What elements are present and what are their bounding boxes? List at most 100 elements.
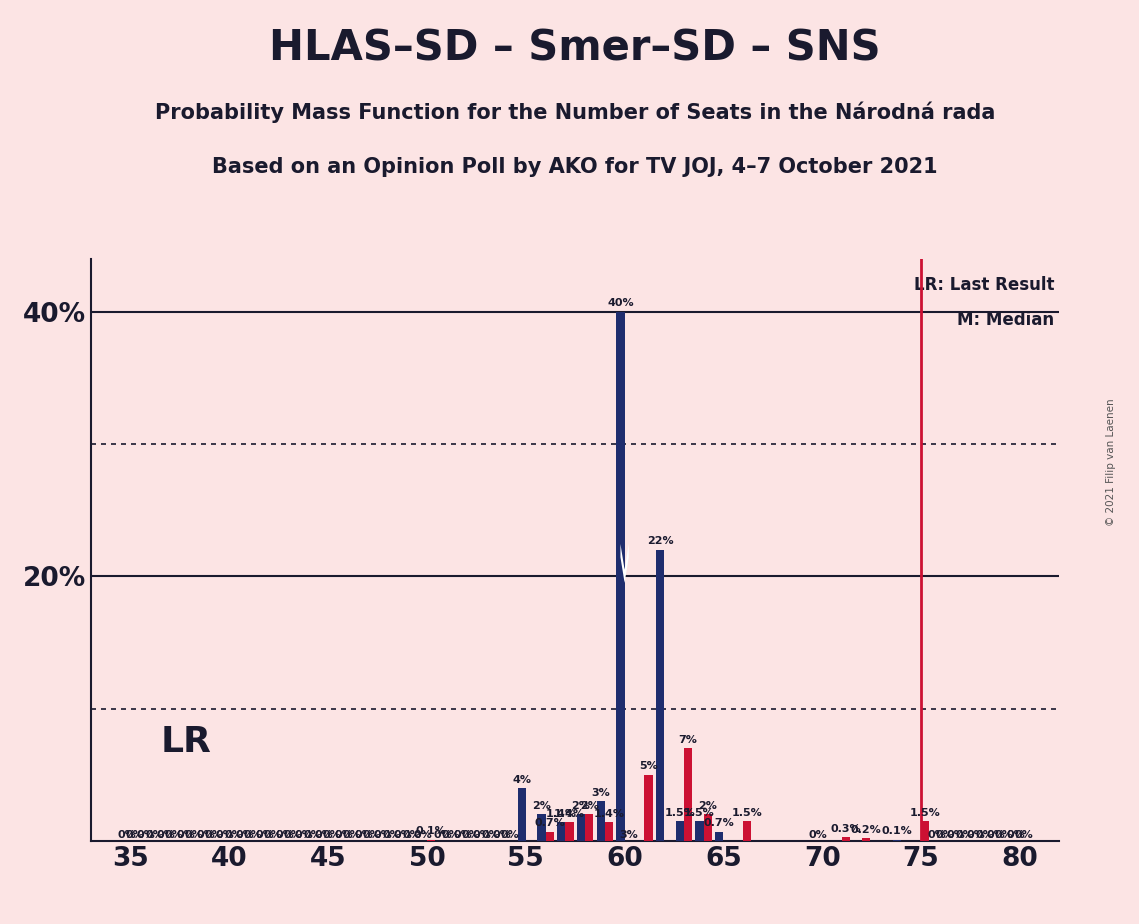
Bar <box>675 821 683 841</box>
Text: 0%: 0% <box>343 830 361 840</box>
Text: 0%: 0% <box>956 830 974 840</box>
Text: Probability Mass Function for the Number of Seats in the Národná rada: Probability Mass Function for the Number… <box>155 102 995 123</box>
Text: 0%: 0% <box>394 830 412 840</box>
Polygon shape <box>621 544 629 583</box>
Bar <box>538 814 546 841</box>
Text: 0%: 0% <box>994 830 1014 840</box>
Text: 0%: 0% <box>165 830 183 840</box>
Text: 40%: 40% <box>607 298 633 309</box>
Text: 0%: 0% <box>927 830 947 840</box>
Bar <box>842 837 850 841</box>
Text: 0%: 0% <box>433 830 452 840</box>
Text: 7%: 7% <box>679 735 697 745</box>
Bar <box>921 821 929 841</box>
Text: 0%: 0% <box>295 830 313 840</box>
Bar <box>683 748 693 841</box>
Text: 0%: 0% <box>125 830 145 840</box>
Text: 0%: 0% <box>157 830 175 840</box>
Text: 1.4%: 1.4% <box>554 809 585 819</box>
Text: 0%: 0% <box>501 830 519 840</box>
Text: 0%: 0% <box>303 830 322 840</box>
Text: 0.1%: 0.1% <box>882 826 912 836</box>
Text: 0.1%: 0.1% <box>416 826 446 836</box>
Text: 0%: 0% <box>185 830 204 840</box>
Text: 0%: 0% <box>1015 830 1033 840</box>
Text: 0.7%: 0.7% <box>534 819 565 828</box>
Text: LR: Last Result: LR: Last Result <box>913 276 1055 294</box>
Text: 0%: 0% <box>1006 830 1025 840</box>
Text: 0%: 0% <box>216 830 235 840</box>
Bar <box>585 814 593 841</box>
Text: 0%: 0% <box>284 830 302 840</box>
Text: 0%: 0% <box>264 830 282 840</box>
Text: 0%: 0% <box>374 830 393 840</box>
Text: 0%: 0% <box>935 830 954 840</box>
Bar <box>546 832 554 841</box>
Text: 2%: 2% <box>698 801 718 811</box>
Bar <box>427 840 435 841</box>
Text: 0%: 0% <box>224 830 243 840</box>
Text: LR: LR <box>161 724 211 759</box>
Text: 0%: 0% <box>809 830 827 840</box>
Text: 0%: 0% <box>236 830 254 840</box>
Text: 0%: 0% <box>967 830 985 840</box>
Bar <box>576 814 585 841</box>
Bar <box>645 774 653 841</box>
Text: 5%: 5% <box>639 761 658 772</box>
Text: 0%: 0% <box>975 830 993 840</box>
Text: 4%: 4% <box>513 774 531 784</box>
Text: HLAS–SD – Smer–SD – SNS: HLAS–SD – Smer–SD – SNS <box>270 28 880 69</box>
Text: 1.4%: 1.4% <box>546 809 576 819</box>
Text: 2%: 2% <box>580 801 599 811</box>
Text: 0%: 0% <box>492 830 511 840</box>
Text: 0%: 0% <box>986 830 1006 840</box>
Text: 0%: 0% <box>442 830 460 840</box>
Text: 1.5%: 1.5% <box>664 808 695 818</box>
Bar <box>616 311 624 841</box>
Bar <box>605 822 613 841</box>
Text: 0%: 0% <box>383 830 401 840</box>
Text: 1.5%: 1.5% <box>732 808 763 818</box>
Text: 0%: 0% <box>453 830 472 840</box>
Bar <box>557 822 565 841</box>
Text: © 2021 Filip van Laenen: © 2021 Filip van Laenen <box>1106 398 1115 526</box>
Text: 0%: 0% <box>413 830 432 840</box>
Text: 0%: 0% <box>473 830 492 840</box>
Bar <box>715 832 723 841</box>
Text: 0%: 0% <box>204 830 223 840</box>
Text: Based on an Opinion Poll by AKO for TV JOJ, 4–7 October 2021: Based on an Opinion Poll by AKO for TV J… <box>212 157 939 177</box>
Bar <box>862 838 870 841</box>
Bar <box>656 550 664 841</box>
Text: 0%: 0% <box>145 830 164 840</box>
Text: 0%: 0% <box>244 830 263 840</box>
Text: 0.2%: 0.2% <box>851 825 882 835</box>
Bar <box>517 788 526 841</box>
Text: 0%: 0% <box>117 830 136 840</box>
Text: 0%: 0% <box>947 830 966 840</box>
Text: 0%: 0% <box>177 830 195 840</box>
Text: 3%: 3% <box>591 788 611 797</box>
Text: 0%: 0% <box>362 830 382 840</box>
Text: M: Median: M: Median <box>957 311 1055 329</box>
Text: 0%: 0% <box>402 830 420 840</box>
Bar <box>565 822 574 841</box>
Text: 2%: 2% <box>532 801 551 811</box>
Text: 0%: 0% <box>323 830 342 840</box>
Text: 0.7%: 0.7% <box>704 819 735 828</box>
Text: 1.5%: 1.5% <box>685 808 715 818</box>
Text: 0%: 0% <box>354 830 372 840</box>
Bar <box>893 840 901 841</box>
Bar <box>743 821 752 841</box>
Text: 1.4%: 1.4% <box>593 809 624 819</box>
Text: 0%: 0% <box>461 830 480 840</box>
Bar <box>695 821 704 841</box>
Bar <box>597 801 605 841</box>
Text: 3%: 3% <box>620 830 638 840</box>
Text: 0%: 0% <box>276 830 294 840</box>
Bar <box>704 814 712 841</box>
Text: 0.3%: 0.3% <box>830 823 861 833</box>
Text: 0%: 0% <box>335 830 353 840</box>
Text: 22%: 22% <box>647 537 673 546</box>
Text: 0%: 0% <box>255 830 274 840</box>
Text: 2%: 2% <box>572 801 590 811</box>
